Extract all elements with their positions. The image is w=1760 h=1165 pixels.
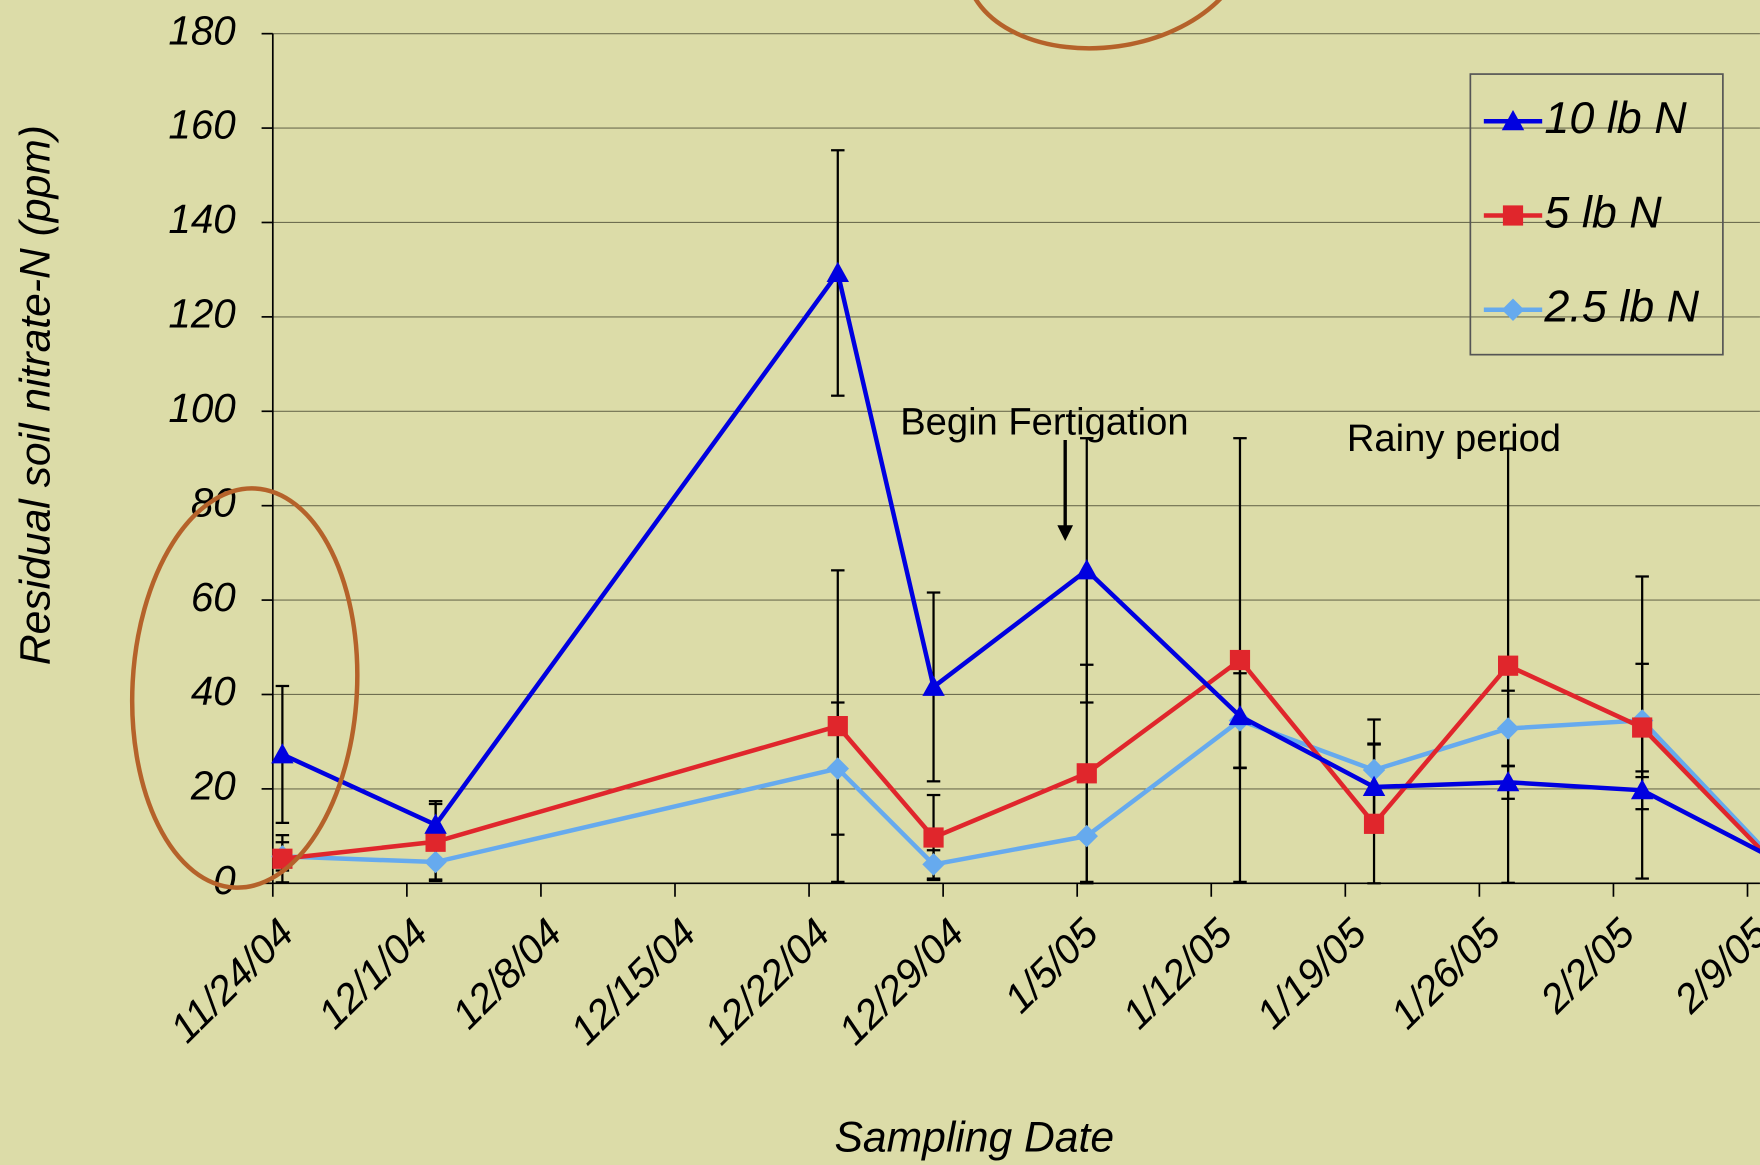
legend: 10 lb N 5 lb N 2.5 lb N <box>1469 73 1724 356</box>
legend-label: 10 lb N <box>1544 92 1687 143</box>
marker <box>1362 775 1386 796</box>
marker <box>1632 717 1653 738</box>
marker <box>1501 298 1525 321</box>
marker <box>826 261 850 282</box>
y-tick-label: 40 <box>191 668 236 714</box>
marker <box>1075 559 1098 580</box>
highlight-ellipse <box>129 486 360 890</box>
marker <box>1496 717 1520 740</box>
y-tick-label: 140 <box>168 196 236 242</box>
marker <box>1630 779 1654 800</box>
annotation: Begin Fertigation <box>900 400 1188 443</box>
marker <box>1496 771 1520 792</box>
series-line <box>281 267 1760 854</box>
y-tick-label: 160 <box>168 102 236 148</box>
marker <box>424 813 447 834</box>
series-line <box>282 656 1760 861</box>
highlight-ellipse <box>963 0 1248 51</box>
marker <box>425 831 446 852</box>
marker <box>1229 649 1251 671</box>
y-axis-title: Residual soil nitrate-N (ppm) <box>12 125 60 665</box>
y-tick-label: 0 <box>213 857 236 903</box>
marker <box>1363 813 1385 834</box>
marker <box>922 853 945 876</box>
marker <box>1501 109 1525 131</box>
legend-box <box>1469 73 1724 356</box>
y-tick-label: 100 <box>168 385 236 431</box>
marker <box>1502 205 1524 226</box>
marker <box>1228 704 1252 726</box>
marker <box>922 675 945 696</box>
marker <box>424 850 447 874</box>
series-line <box>282 717 1760 867</box>
y-tick-label: 180 <box>168 7 236 53</box>
legend-label: 5 lb N <box>1544 186 1662 237</box>
marker <box>827 716 848 737</box>
plot <box>271 149 1760 885</box>
marker <box>1498 655 1519 676</box>
y-tick-label: 60 <box>191 574 236 620</box>
marker <box>272 848 293 869</box>
annotation-arrowhead <box>1057 525 1074 541</box>
x-axis-title: Sampling Date <box>834 1114 1114 1162</box>
marker <box>1076 763 1097 784</box>
marker <box>1075 824 1098 848</box>
marker <box>826 757 850 780</box>
legend-label: 2.5 lb N <box>1543 281 1699 332</box>
annotation: Rainy period <box>1347 417 1561 460</box>
marker <box>271 743 294 764</box>
marker <box>923 827 944 848</box>
y-tick-label: 20 <box>190 763 236 809</box>
y-tick-label: 120 <box>168 291 236 337</box>
